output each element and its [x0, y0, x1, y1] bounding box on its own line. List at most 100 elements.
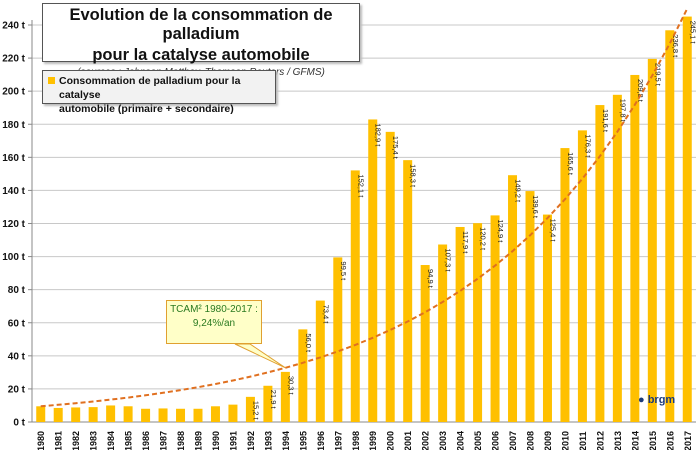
legend-label-1: Consommation de palladium pour la cataly…: [59, 75, 241, 101]
bar-data-label: 94,9 t: [426, 269, 435, 289]
bar: [630, 74, 640, 422]
bar-data-label: 236,8 t: [671, 34, 680, 58]
bar-data-label: 56,0 t: [304, 333, 313, 353]
bar-data-label: 21,9 t: [269, 390, 278, 410]
y-tick-label: 180 t: [2, 120, 25, 131]
bar-data-label: 191,6 t: [601, 109, 610, 133]
x-tick-label: 2002: [421, 431, 431, 450]
x-tick-label: 2015: [648, 431, 658, 450]
x-tick-label: 1995: [298, 431, 308, 450]
bar: [560, 148, 570, 422]
bar-data-label: 120,2 t: [479, 227, 488, 251]
bar: [473, 223, 483, 422]
x-tick-label: 1981: [54, 431, 64, 450]
trend-annotation: TCAM² 1980-2017 : 9,24%/an: [166, 300, 262, 344]
x-tick-label: 2003: [438, 431, 448, 450]
x-tick-label: 2012: [595, 431, 605, 450]
y-tick-label: 160 t: [2, 153, 25, 164]
bar: [508, 175, 518, 422]
bar: [106, 405, 116, 422]
chart-title-box: Evolution de la consommation de palladiu…: [42, 3, 360, 78]
x-tick-label: 2013: [613, 431, 623, 450]
bar-data-label: 124,9 t: [496, 219, 505, 243]
x-tick-label: 1993: [263, 431, 273, 450]
trend-annotation-line2: 9,24%/an: [192, 318, 236, 329]
legend-label-2: automobile (primaire + secondaire): [59, 103, 234, 115]
bar: [682, 16, 692, 422]
bar: [298, 329, 308, 422]
x-tick-label: 1996: [316, 431, 326, 450]
x-tick-label: 1992: [246, 431, 256, 450]
y-tick-label: 60 t: [8, 318, 26, 329]
bar-data-label: 182,9 t: [374, 123, 383, 147]
x-tick-label: 2011: [578, 431, 588, 450]
x-tick-label: 1994: [281, 431, 291, 450]
bar: [280, 371, 290, 422]
x-tick-label: 1989: [194, 431, 204, 450]
logo-text: brgm: [647, 394, 676, 406]
x-tick-label: 2009: [543, 431, 553, 450]
bar: [245, 396, 255, 422]
bar-data-label: 117,9 t: [461, 231, 470, 254]
x-tick-label: 2005: [473, 431, 483, 450]
y-tick-label: 20 t: [8, 384, 26, 395]
trend-line: [40, 8, 689, 408]
bar-data-label: 245,1 t: [688, 21, 697, 45]
bar: [88, 407, 98, 422]
x-tick-label: 1997: [333, 431, 343, 450]
bar: [420, 265, 430, 422]
legend-swatch: [48, 77, 55, 84]
x-tick-label: 2008: [526, 431, 536, 450]
bar: [612, 94, 622, 422]
bar: [123, 406, 133, 422]
x-tick-label: 1999: [368, 431, 378, 450]
y-tick-label: 100 t: [2, 252, 25, 263]
x-tick-label: 1984: [106, 431, 116, 450]
y-tick-label: 120 t: [2, 219, 25, 230]
bar-data-label: 176,3 t: [583, 134, 592, 158]
bar-data-label: 125,4 t: [548, 219, 557, 243]
y-tick-label: 0 t: [13, 418, 25, 429]
bar: [350, 170, 360, 422]
bar: [263, 385, 273, 422]
bar: [36, 406, 46, 422]
bar-data-label: 165,6 t: [566, 152, 575, 176]
x-tick-label: 1991: [228, 431, 238, 450]
chart-title-line1: Evolution de la consommation de palladiu…: [69, 6, 333, 43]
bar-data-label: 197,8 t: [618, 99, 627, 123]
legend: Consommation de palladium pour la cataly…: [42, 70, 276, 115]
chart-title-line2: pour la catalyse automobile: [92, 46, 310, 64]
x-tick-label: 2016: [665, 431, 675, 450]
bar-data-label: 209,8 t: [636, 79, 645, 103]
x-tick-label: 2000: [386, 431, 396, 450]
y-tick-label: 220 t: [2, 54, 25, 65]
brgm-logo: ● brgm: [638, 394, 676, 406]
bar: [333, 257, 343, 422]
bar: [542, 214, 552, 422]
bar: [647, 58, 657, 423]
bar-data-label: 30,3 t: [286, 376, 295, 396]
x-tick-label: 1986: [141, 431, 151, 450]
bar: [71, 407, 81, 422]
y-tick-label: 240 t: [2, 21, 25, 32]
bar-data-label: 107,3 t: [444, 249, 453, 273]
bar-data-label: 158,3 t: [409, 164, 418, 188]
x-tick-label: 1983: [89, 431, 99, 450]
x-tick-label: 2001: [403, 431, 413, 450]
bar: [525, 191, 535, 422]
x-tick-label: 2007: [508, 431, 518, 450]
bar: [490, 215, 500, 422]
bar: [210, 406, 220, 422]
bar: [385, 131, 395, 422]
x-tick-label: 1988: [176, 431, 186, 450]
x-tick-label: 1990: [211, 431, 221, 450]
bar: [455, 226, 465, 422]
bar: [176, 408, 186, 422]
bar: [368, 119, 378, 423]
annotation-pointer: [234, 343, 286, 369]
x-tick-label: 1998: [351, 431, 361, 450]
bar: [141, 408, 151, 422]
x-tick-label: 2010: [560, 431, 570, 450]
x-tick-label: 2004: [456, 431, 466, 450]
